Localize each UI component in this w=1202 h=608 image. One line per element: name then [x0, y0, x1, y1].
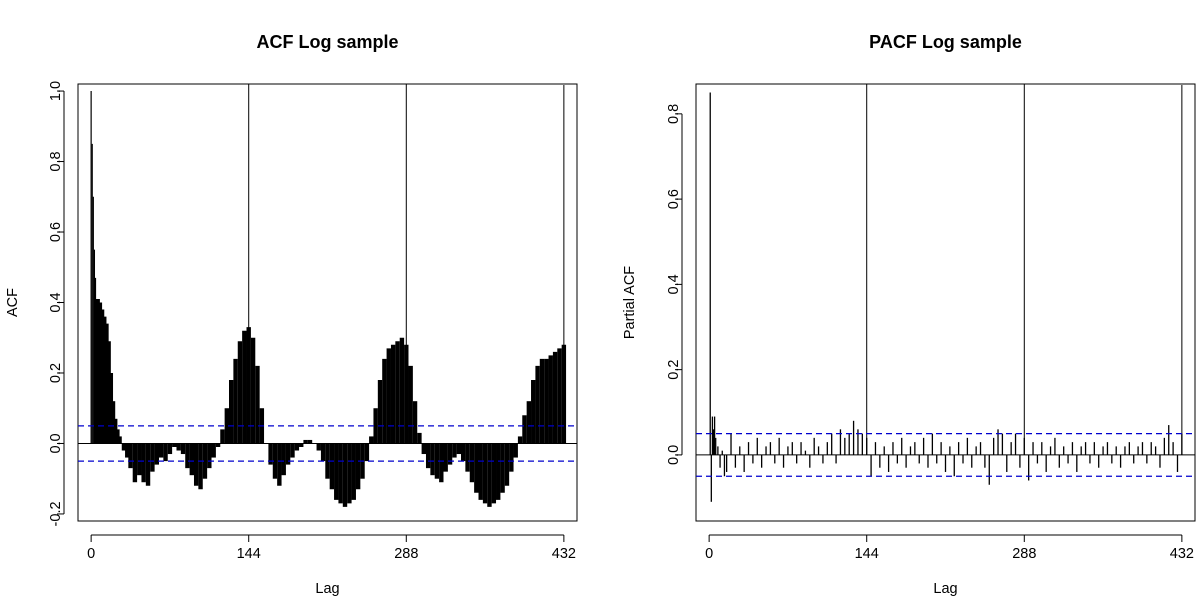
acf-x-axis-label: Lag	[315, 581, 339, 597]
acf-y-tick-label: 0.0	[48, 433, 64, 453]
pacf-x-axis-label: Lag	[933, 581, 957, 597]
acf-y-tick-label: -0.2	[48, 501, 64, 526]
pacf-x-tick-label: 432	[1170, 546, 1194, 562]
acf-x-tick-label: 432	[552, 546, 576, 562]
pacf-y-axis-label: Partial ACF	[622, 266, 638, 339]
acf-x-tick-label: 288	[394, 546, 418, 562]
pacf-title: PACF Log sample	[869, 32, 1022, 52]
acf-y-tick-label: 1.0	[48, 81, 64, 101]
pacf-x-tick-label: 144	[855, 546, 879, 562]
pacf-y-tick-label: 0.2	[666, 360, 682, 380]
acf-y-tick-label: 0.8	[48, 151, 64, 171]
acf-y-axis-label: ACF	[5, 288, 21, 317]
acf-x-tick-label: 144	[237, 546, 261, 562]
acf-y-tick-label: 0.2	[48, 363, 64, 383]
pacf-plot-frame	[695, 83, 1196, 522]
pacf-y-tick-label: 0.8	[666, 104, 682, 124]
pacf-y-tick-label: 0.4	[666, 274, 682, 294]
acf-panel: ACF Log sample Lag ACF 0 144 288 432 -0.2 0.0 0.2…	[5, 32, 578, 597]
pacf-y-tick-label: 0.0	[666, 445, 682, 465]
pacf-y-tick-label: 0.6	[666, 189, 682, 209]
pacf-panel: PACF Log sample Lag Partial ACF 0 144 288 432 0…	[622, 32, 1196, 597]
pacf-x-tick-label: 0	[705, 546, 713, 562]
acf-plot-frame	[77, 83, 578, 522]
acf-y-tick-label: 0.4	[48, 292, 64, 312]
pacf-x-tick-label: 288	[1012, 546, 1036, 562]
acf-title: ACF Log sample	[256, 32, 398, 52]
acf-y-tick-label: 0.6	[48, 222, 64, 242]
acf-x-tick-label: 0	[87, 546, 95, 562]
